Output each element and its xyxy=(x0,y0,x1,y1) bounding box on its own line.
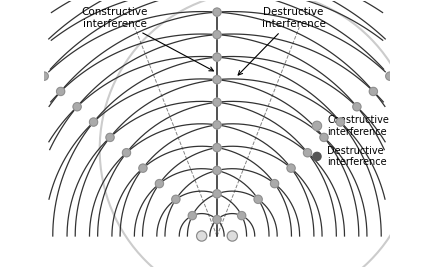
Circle shape xyxy=(155,180,164,188)
Circle shape xyxy=(213,215,221,224)
Text: Constructive
interference: Constructive interference xyxy=(327,115,389,137)
Circle shape xyxy=(213,31,221,39)
Circle shape xyxy=(227,231,237,241)
Circle shape xyxy=(73,103,81,111)
Circle shape xyxy=(353,103,361,111)
Circle shape xyxy=(106,133,114,142)
Circle shape xyxy=(56,87,65,95)
Circle shape xyxy=(402,57,410,65)
Circle shape xyxy=(213,76,221,84)
Text: Destructive
interference: Destructive interference xyxy=(327,146,387,167)
Circle shape xyxy=(237,211,246,220)
Circle shape xyxy=(24,57,32,65)
Text: Constructive
interference: Constructive interference xyxy=(82,7,214,71)
Circle shape xyxy=(197,231,207,241)
Circle shape xyxy=(254,195,262,203)
Text: Destructive
interference: Destructive interference xyxy=(238,7,326,75)
Circle shape xyxy=(213,190,221,198)
Circle shape xyxy=(287,164,295,172)
Circle shape xyxy=(386,72,394,80)
Circle shape xyxy=(213,8,221,16)
Circle shape xyxy=(213,143,221,152)
Circle shape xyxy=(336,118,345,126)
Circle shape xyxy=(369,87,378,95)
Circle shape xyxy=(89,118,98,126)
Circle shape xyxy=(213,98,221,106)
Circle shape xyxy=(320,133,328,142)
Circle shape xyxy=(312,121,322,131)
Circle shape xyxy=(213,121,221,129)
Circle shape xyxy=(122,149,131,157)
Circle shape xyxy=(303,149,312,157)
Circle shape xyxy=(172,195,180,203)
Circle shape xyxy=(270,180,279,188)
Circle shape xyxy=(40,72,48,80)
Circle shape xyxy=(213,53,221,61)
Circle shape xyxy=(188,211,197,220)
Circle shape xyxy=(213,166,221,174)
Circle shape xyxy=(313,152,321,161)
Circle shape xyxy=(139,164,147,172)
